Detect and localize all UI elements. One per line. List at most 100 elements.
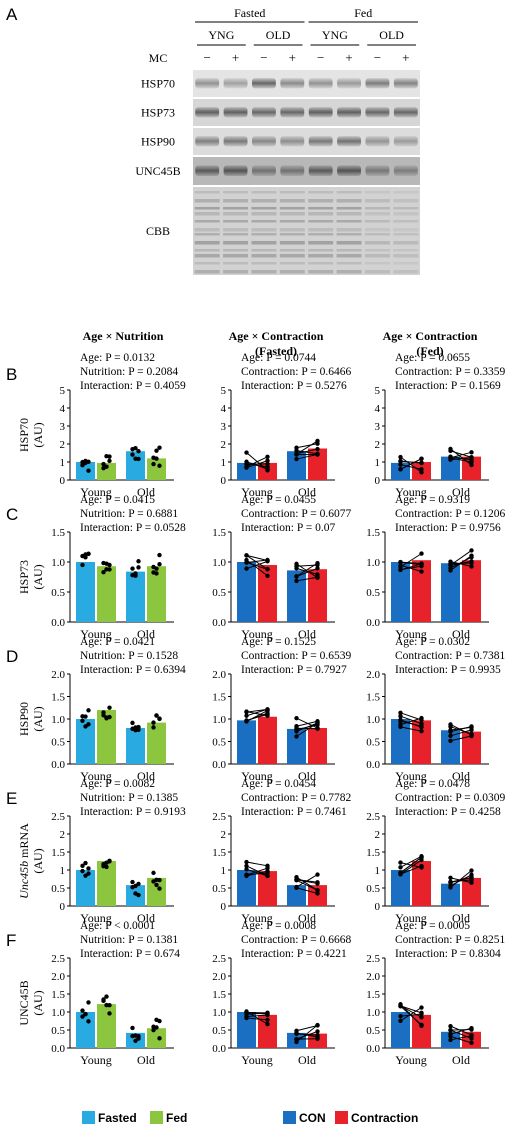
data-point (133, 725, 138, 730)
data-point (294, 452, 299, 457)
bar-fed-young (97, 566, 116, 622)
blot-cbb-band (308, 262, 334, 265)
bar-con-young (391, 719, 410, 764)
blot-band (337, 136, 361, 147)
y-axis-label: HSP90 (17, 702, 31, 736)
x-tick-label: Old (298, 627, 316, 641)
x-tick-label: Old (452, 769, 470, 783)
western-blot-panel: Fasted Fed YNG OLD YNG OLD MC − + − + − + − + HSP70 HSP7… (135, 6, 420, 275)
stats-line: Contraction: P = 0.3359 (395, 366, 505, 378)
blot-band (393, 165, 418, 177)
data-point (151, 461, 156, 467)
blot-band (252, 107, 276, 118)
data-point (83, 860, 88, 866)
paired-line (246, 561, 268, 570)
blot-cbb-band (223, 270, 249, 274)
blot-cbb-band (251, 228, 277, 232)
data-point (136, 449, 141, 454)
y-tick-label: 1 (60, 865, 66, 877)
data-point (419, 854, 424, 859)
y-tick-label: 4 (221, 403, 227, 415)
bar-fasted-old (126, 728, 145, 764)
x-tick-label: Young (395, 627, 426, 641)
data-point (419, 721, 424, 726)
data-point (469, 560, 474, 566)
data-point (136, 456, 141, 462)
paired-line (400, 456, 422, 473)
data-point (157, 886, 162, 891)
data-point (398, 860, 403, 865)
y-axis-unit: (AU) (31, 564, 45, 589)
data-point (157, 445, 162, 450)
stats-line: Nutrition: P = 0.6881 (80, 508, 178, 520)
bar-fed-old (147, 458, 166, 480)
y-tick-label: 1 (375, 457, 381, 469)
blot-band (280, 136, 305, 147)
y-axis-unit: (AU) (31, 990, 45, 1015)
data-point (151, 1027, 156, 1033)
y-axis-label-text: HSP90 (17, 702, 31, 736)
paired-line (400, 726, 422, 732)
y-tick-label: 2.0 (51, 669, 65, 681)
blot-cbb-band (194, 249, 220, 252)
blot-band (393, 107, 418, 118)
y-tick-label: 1.5 (51, 692, 65, 704)
chart-d-1: Age: P = 0.0421 Nutrition: P = 0.1528 Inte… (17, 636, 186, 783)
data-point (398, 872, 403, 877)
paired-line (450, 448, 472, 466)
data-point (294, 564, 299, 569)
data-point (448, 724, 453, 729)
data-point (469, 548, 474, 553)
data-point (133, 445, 138, 451)
paired-line (400, 865, 422, 875)
data-point (419, 569, 424, 574)
legend-swatch-fed (150, 1111, 163, 1124)
stats-line: Interaction: P = 0.0528 (80, 522, 186, 534)
y-tick-label: 0.0 (212, 1043, 226, 1055)
y-tick-label: 2.5 (212, 811, 226, 823)
y-tick-label: 1.5 (212, 527, 226, 539)
blot-cbb-band (223, 212, 249, 216)
data-point (294, 574, 299, 579)
paired-line (246, 861, 268, 867)
data-point (86, 708, 91, 713)
data-point (86, 866, 91, 871)
blot-cbb-band (336, 199, 362, 203)
y-tick-label: 2.0 (212, 669, 226, 681)
blot-band (195, 165, 220, 177)
bar-contraction-young (412, 1014, 431, 1048)
blot-cbb-band (393, 241, 419, 245)
paired-line (246, 554, 268, 562)
data-point (157, 552, 162, 558)
chart-f-1: Age: P < 0.0001 Nutrition: P = 0.1381 Inte… (17, 920, 180, 1067)
blot-subgroup-label: YNG (208, 28, 234, 42)
paired-line (296, 567, 318, 577)
stats-line: Interaction: P = 0.07 (241, 522, 335, 534)
blot-band (308, 78, 333, 89)
blot-row-label: HSP90 (141, 135, 175, 149)
paired-line (296, 722, 318, 737)
y-tick-label: 5 (221, 385, 227, 397)
data-point (244, 713, 249, 718)
bar-contraction-young (258, 716, 277, 764)
legend-label-contraction: Contraction (351, 1111, 418, 1125)
blot-row-label: UNC45B (135, 164, 180, 178)
blot-cbb-band (279, 241, 305, 245)
data-point (469, 554, 474, 560)
y-tick-label: 1.5 (51, 847, 65, 859)
y-tick-label: 2.0 (212, 971, 226, 983)
column-title-3: (Fed) (416, 344, 443, 358)
paired-line (246, 555, 268, 570)
panel-letter-a: A (6, 5, 18, 24)
blot-band (223, 165, 248, 177)
chart-e-2: Age: P = 0.0454 Contraction: P = 0.7782 In… (212, 778, 351, 925)
data-point (315, 452, 320, 457)
data-point (398, 454, 403, 460)
data-point (83, 714, 88, 719)
blot-cbb-band (364, 199, 390, 203)
data-point (265, 712, 270, 717)
data-point (265, 458, 270, 463)
data-point (101, 710, 106, 715)
data-point (107, 567, 112, 572)
paired-line (246, 559, 268, 577)
